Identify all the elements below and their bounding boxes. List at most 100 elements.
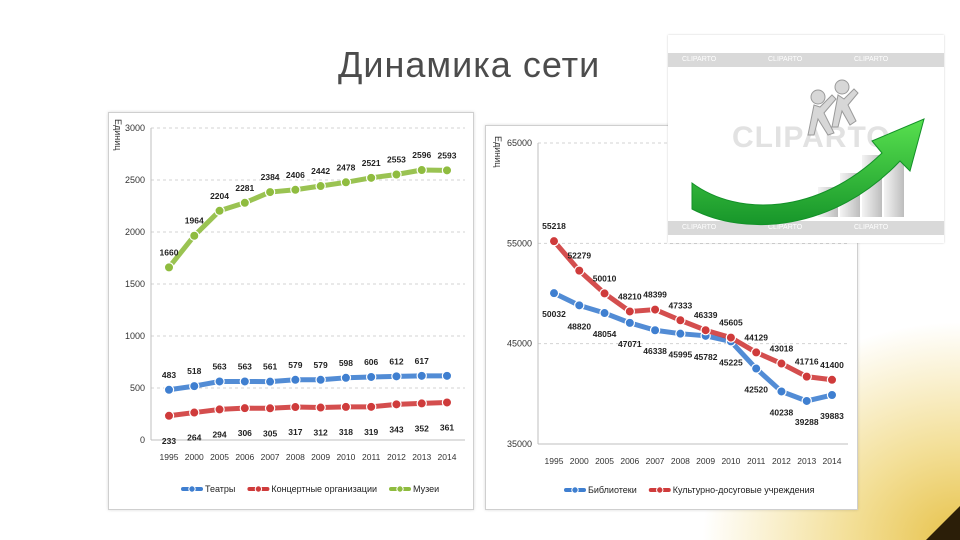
x-tick-label: 2008	[671, 456, 690, 466]
clipart-band-text: CLIPARTO	[768, 224, 803, 231]
data-point	[826, 374, 838, 385]
data-point	[776, 386, 787, 397]
growth-arrow-icon	[691, 79, 925, 226]
data-label: 45782	[694, 352, 718, 362]
legend-marker	[188, 485, 196, 493]
y-tick-label: 45000	[507, 339, 532, 349]
data-label: 48210	[618, 291, 642, 301]
data-point	[649, 304, 661, 315]
data-point	[416, 370, 427, 382]
data-point	[239, 197, 251, 208]
y-tick-label: 500	[130, 383, 145, 393]
data-label: 45225	[719, 357, 743, 367]
data-point	[163, 410, 175, 421]
data-label: 579	[288, 360, 302, 370]
data-label: 41400	[820, 360, 844, 370]
data-point	[548, 287, 560, 299]
data-label: 39883	[820, 411, 844, 421]
x-tick-label: 2006	[235, 452, 254, 462]
clipart-image: CLIPARTO CLIPARTO CLIPARTO CLIPARTO CLIP…	[668, 35, 944, 243]
clipart-top-band: CLIPARTO CLIPARTO CLIPARTO	[668, 53, 944, 67]
data-point	[264, 376, 276, 387]
data-point	[441, 165, 453, 176]
data-label: 45605	[719, 318, 743, 328]
data-label: 55218	[542, 221, 566, 231]
x-tick-label: 2011	[747, 456, 766, 466]
data-point	[624, 317, 636, 329]
data-label: 606	[364, 357, 378, 367]
data-label: 48399	[643, 290, 667, 300]
clipart-band-text: CLIPARTO	[682, 56, 717, 63]
series-line-3	[166, 167, 450, 270]
x-tick-label: 2005	[210, 452, 229, 462]
data-point	[801, 395, 812, 407]
x-tick-label: 2014	[438, 452, 457, 462]
data-point	[574, 300, 585, 311]
data-label: 42520	[744, 385, 768, 395]
legend-marker	[254, 485, 263, 493]
data-label: 48054	[593, 329, 617, 339]
x-tick-label: 2007	[646, 456, 665, 466]
data-point	[801, 371, 812, 382]
data-label: 2521	[362, 158, 381, 168]
data-label: 518	[187, 366, 201, 376]
data-label: 2442	[311, 166, 330, 176]
y-tick-label: 3000	[125, 123, 145, 133]
data-point	[214, 205, 225, 216]
series-line-2	[166, 399, 450, 419]
chart-libraries-clubs: Единиц 35000 45000 55000 65000 1995 2000 2005 20…	[493, 136, 848, 495]
legend-label: Театры	[205, 484, 235, 494]
data-point	[163, 262, 175, 273]
x-tick-label: 2005	[595, 456, 614, 466]
data-label: 306	[238, 428, 252, 438]
data-point	[214, 376, 225, 387]
chart-culture-institutions: Единиц 0 500 1000 1500 2000 2500 3000 1995 2000 20…	[113, 119, 465, 494]
data-point	[391, 169, 402, 180]
data-label: 579	[314, 360, 328, 370]
data-label: 483	[162, 370, 176, 380]
clipart-band-text: CLIPARTO	[854, 224, 889, 231]
data-point	[340, 372, 352, 384]
legend-label: Концертные организации	[271, 484, 377, 494]
data-point	[391, 399, 402, 410]
data-point	[624, 306, 636, 317]
data-label: 47333	[669, 300, 693, 310]
data-point	[365, 371, 377, 383]
data-label: 43018	[770, 344, 794, 354]
x-tick-label: 2008	[286, 452, 305, 462]
clipart-band-text: CLIPARTO	[854, 56, 889, 63]
data-point	[290, 184, 301, 195]
data-label: 50032	[542, 309, 566, 319]
axis-y-label: Единиц	[113, 119, 123, 150]
data-label: 44129	[744, 332, 768, 342]
data-label: 318	[339, 427, 353, 437]
data-point	[290, 401, 301, 413]
data-label: 52279	[567, 251, 591, 261]
clipart-bottom-band: CLIPARTO CLIPARTO CLIPARTO	[668, 221, 944, 235]
data-point	[725, 332, 737, 343]
data-point	[649, 325, 661, 336]
data-label: 312	[314, 428, 328, 438]
data-label: 50010	[593, 273, 617, 283]
data-point	[264, 186, 276, 198]
data-label: 352	[415, 423, 429, 433]
data-point	[416, 398, 427, 409]
x-tick-label: 2007	[261, 452, 280, 462]
x-tick-label: 2000	[570, 456, 589, 466]
data-point	[315, 180, 326, 192]
data-point	[776, 358, 787, 369]
data-point	[599, 288, 610, 299]
x-tick-label: 2010	[721, 456, 740, 466]
data-label: 563	[212, 361, 226, 371]
data-point	[826, 389, 838, 401]
data-label: 612	[389, 356, 403, 366]
y-tick-label: 1000	[125, 331, 145, 341]
data-label: 563	[238, 361, 252, 371]
data-label: 343	[389, 424, 403, 434]
data-point	[548, 235, 560, 247]
legend-marker	[571, 486, 579, 494]
data-point	[700, 325, 711, 336]
data-label: 2406	[286, 170, 305, 180]
legend-label: Библиотеки	[588, 485, 637, 495]
legend-label: Музеи	[413, 484, 439, 494]
